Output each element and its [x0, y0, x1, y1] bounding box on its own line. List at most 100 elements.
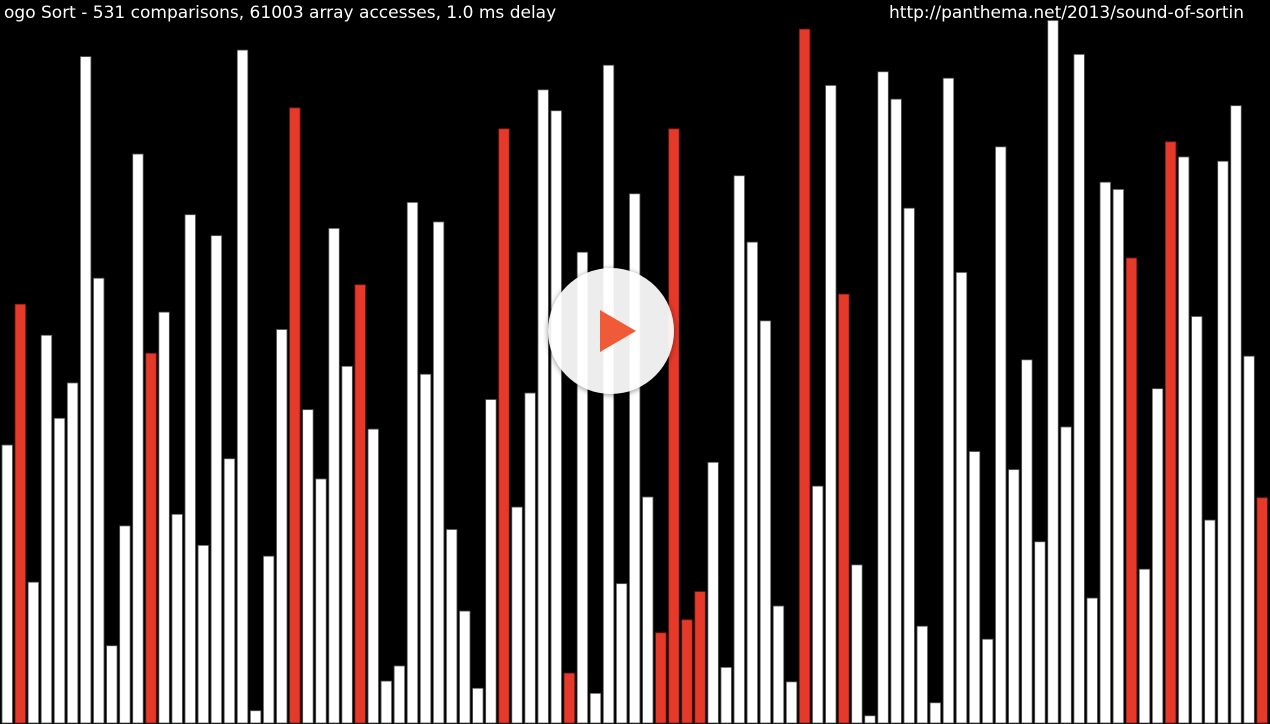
array-bar [1151, 388, 1164, 724]
array-bar [916, 625, 928, 724]
array-bar [315, 478, 327, 724]
array-bar [1178, 156, 1190, 724]
array-bar [537, 89, 549, 724]
array-bar [1021, 359, 1033, 724]
source-url[interactable]: http://panthema.net/2013/sound-of-sortin [889, 3, 1245, 23]
array-bar [210, 235, 223, 724]
array-bar-highlighted [655, 632, 667, 724]
array-bar [419, 373, 432, 724]
array-bar [263, 555, 275, 724]
array-bar [158, 311, 170, 724]
array-bar [1204, 519, 1216, 724]
array-bar-highlighted [1165, 141, 1177, 724]
array-bar [184, 214, 196, 724]
array-bar [393, 665, 406, 724]
sort-status-title: ogo Sort - 531 comparisons, 61003 array … [4, 3, 557, 23]
array-bar [851, 564, 863, 724]
array-bar [485, 399, 497, 724]
array-bar [629, 193, 641, 724]
array-bar-highlighted [694, 591, 706, 724]
array-bar [1217, 160, 1229, 724]
array-bar [576, 251, 589, 724]
array-bar-highlighted [563, 672, 575, 724]
array-bar [1230, 105, 1242, 724]
array-bar [720, 667, 732, 724]
array-bar [602, 64, 615, 724]
array-bar [249, 710, 262, 724]
array-bar-highlighted [799, 28, 811, 724]
array-bar [106, 645, 118, 724]
array-bar-highlighted [145, 352, 157, 724]
array-bar [759, 320, 772, 724]
array-bar [903, 207, 915, 724]
array-bar [877, 71, 889, 724]
array-bar [1243, 355, 1255, 724]
array-bar [615, 583, 628, 724]
array-bar [1073, 54, 1085, 724]
array-bar-highlighted [289, 107, 301, 724]
array-bar [1, 444, 13, 724]
array-bar [982, 638, 994, 724]
array-bar [1008, 469, 1020, 724]
array-bar [171, 513, 183, 724]
array-bar [380, 680, 392, 724]
array-bar [27, 581, 40, 724]
array-bar [472, 687, 484, 724]
array-bar [890, 98, 902, 724]
array-bar [66, 382, 79, 724]
array-bar [1034, 541, 1046, 724]
array-bar [942, 77, 955, 724]
array-bar-highlighted [681, 619, 693, 724]
array-bar [642, 496, 654, 724]
array-bar [1112, 189, 1125, 724]
array-bar [785, 681, 798, 724]
array-bar [459, 610, 471, 724]
array-bar [40, 334, 53, 724]
array-bar-highlighted [354, 284, 366, 724]
array-bar [1047, 20, 1059, 724]
array-bar [1191, 316, 1203, 724]
array-bar [550, 110, 562, 724]
array-bar [812, 485, 824, 724]
array-bar [93, 277, 105, 724]
array-bar [524, 392, 536, 724]
array-bar [132, 153, 144, 724]
play-icon [600, 310, 636, 352]
array-bar [367, 428, 379, 724]
array-bar [341, 365, 353, 724]
array-bar [328, 228, 340, 724]
array-bar [1138, 568, 1151, 724]
array-bar [746, 241, 758, 724]
array-bar [589, 693, 602, 724]
array-bar [864, 715, 876, 724]
array-bar [446, 529, 458, 724]
array-bar [223, 458, 236, 724]
array-bar [302, 409, 314, 724]
array-bar [825, 85, 837, 724]
array-bar [995, 146, 1007, 724]
array-bar [955, 272, 968, 724]
array-bar [406, 202, 419, 724]
array-bar [1086, 597, 1098, 724]
array-bar [733, 175, 745, 724]
array-bar [197, 544, 209, 724]
play-button[interactable] [548, 268, 674, 394]
array-bar-highlighted [668, 128, 680, 724]
array-bar-highlighted [1256, 497, 1268, 724]
array-bar [80, 56, 92, 724]
array-bar [53, 417, 66, 724]
array-bar-highlighted [498, 128, 510, 724]
array-bar [772, 605, 785, 724]
array-bar [432, 221, 445, 724]
array-bar [1060, 426, 1072, 724]
array-bar-highlighted [838, 293, 850, 724]
array-bar [511, 506, 523, 724]
array-bar [236, 49, 249, 724]
array-bar [968, 451, 981, 724]
array-bar-highlighted [1125, 257, 1138, 724]
array-bar [1099, 181, 1111, 724]
array-bar [276, 329, 288, 724]
array-bar-highlighted [14, 303, 26, 724]
array-bar [707, 461, 719, 724]
